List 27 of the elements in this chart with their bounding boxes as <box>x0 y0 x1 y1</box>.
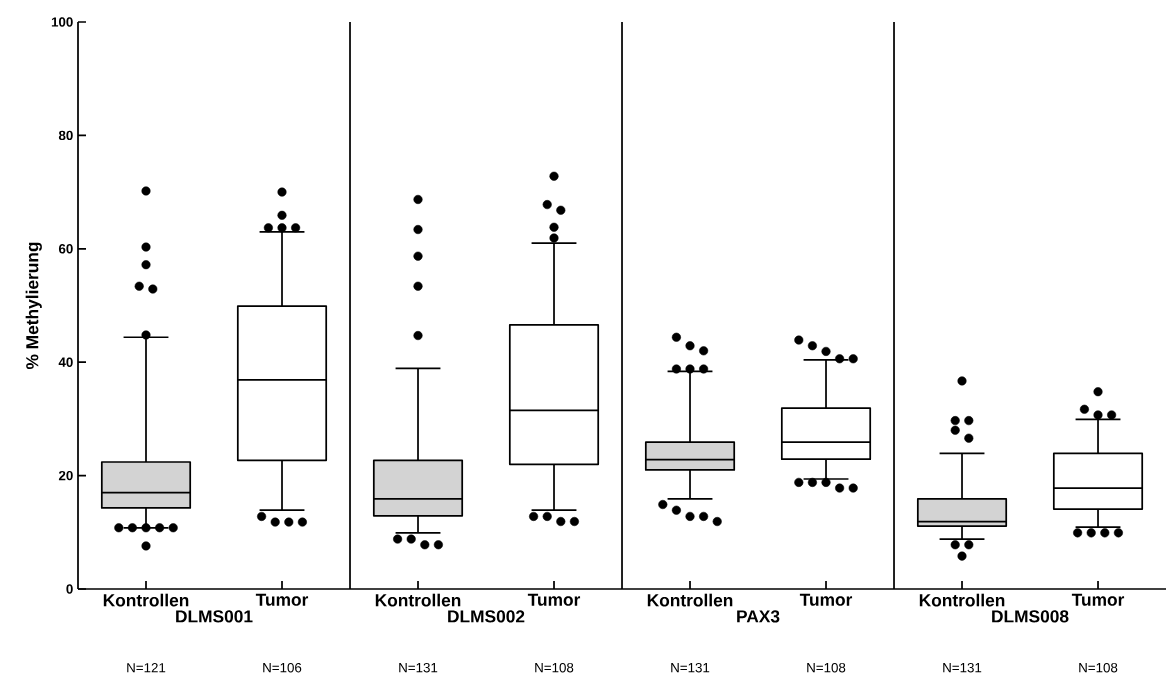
x-tick-label: Tumor <box>255 593 309 606</box>
x-tick-label: Kontrollen <box>103 593 189 607</box>
text: N=106 <box>263 662 302 673</box>
x-tick-label: Tumor <box>1071 593 1125 606</box>
x-tick-label: Tumor <box>799 593 853 606</box>
x-axis-title: DLMS008 <box>992 610 1069 623</box>
text: N=108 <box>807 662 846 673</box>
text: N=131 <box>671 662 710 673</box>
x-tick-label: Kontrollen <box>375 593 461 607</box>
y-axis-title: % Methylierung <box>25 242 42 370</box>
y-tick-label: 60 <box>58 244 73 254</box>
y-tick-label: 100 <box>51 17 73 27</box>
x-tick-label: Kontrollen <box>647 593 733 607</box>
y-tick-label: 80 <box>58 130 73 141</box>
text: N=108 <box>1079 662 1118 673</box>
x-axis-title: PAX3 <box>737 610 780 623</box>
x-tick-label: Tumor <box>527 593 581 606</box>
x-axis-title: DLMS001 <box>176 610 253 623</box>
y-tick-label: 0 <box>66 584 73 594</box>
x-tick-label: Kontrollen <box>919 593 1005 607</box>
text: N=108 <box>535 662 574 673</box>
text: N=131 <box>943 662 982 673</box>
text: N=131 <box>399 662 438 673</box>
y-tick-label: 20 <box>58 470 73 481</box>
x-axis-title: DLMS002 <box>448 610 525 623</box>
text: N=121 <box>127 663 166 673</box>
y-tick-label: 40 <box>58 357 73 367</box>
